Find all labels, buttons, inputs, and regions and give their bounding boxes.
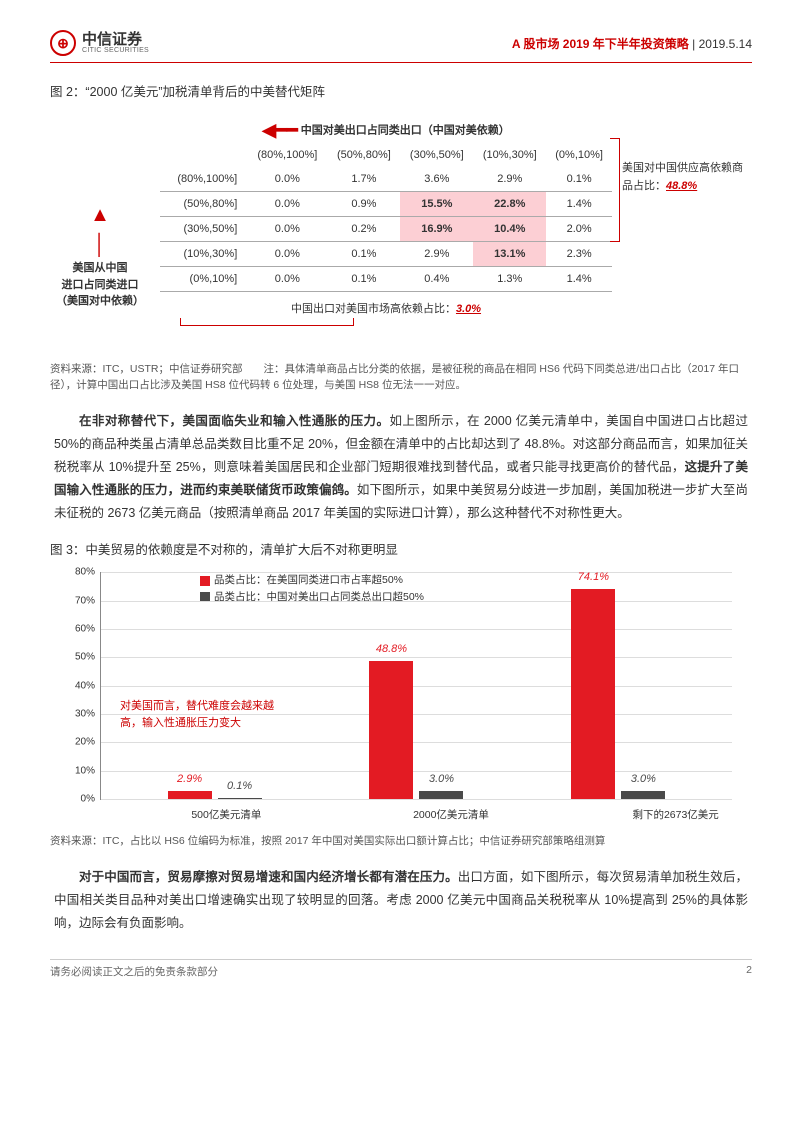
bracket-right <box>610 138 620 242</box>
fig3-source: 资料来源：ITC，占比以 HS6 位编码为标准，按照 2017 年中国对美国实际… <box>50 834 752 850</box>
footer-disclaimer: 请务必阅读正文之后的免责条款部分 <box>50 964 218 979</box>
bar-series1: 2.9% <box>168 791 212 799</box>
paragraph-1: 在非对称替代下，美国面临失业和输入性通胀的压力。如上图所示，在 2000 亿美元… <box>50 410 752 526</box>
matrix-cell: 0.0% <box>247 267 327 292</box>
matrix-cell: 0.2% <box>327 217 400 242</box>
doc-date: 2019.5.14 <box>699 37 752 51</box>
matrix-cell: 13.1% <box>473 242 546 267</box>
matrix-cell: 1.3% <box>473 267 546 292</box>
bar-series2: 3.0% <box>419 791 463 800</box>
matrix-left-label: ▲│ 美国从中国 进口占同类进口 （美国对中依赖） <box>50 200 150 310</box>
matrix-cell: 0.1% <box>546 167 612 192</box>
matrix-cell: 15.5% <box>400 192 473 217</box>
bar-series1: 74.1% <box>571 589 615 799</box>
matrix-cell: 0.1% <box>327 267 400 292</box>
x-axis-label: 2000亿美元清单 <box>353 807 550 822</box>
arrow-up-icon: ▲│ <box>50 200 150 260</box>
doc-title: A 股市场 2019 年下半年投资策略 <box>512 37 689 51</box>
matrix-cell: 16.9% <box>400 217 473 242</box>
matrix-cell: 0.0% <box>247 242 327 267</box>
matrix-cell: 0.0% <box>247 192 327 217</box>
matrix-cell: 2.0% <box>546 217 612 242</box>
fig2-source: 资料来源：ITC，USTR；中信证券研究部 注：具体清单商品占比分类的依据，是被… <box>50 362 752 394</box>
fig3-title: 图 3：中美贸易的依赖度是不对称的，清单扩大后不对称更明显 <box>50 539 752 558</box>
fig2-matrix: ◀━━ 中国对美出口占同类出口（中国对美依赖） (80%,100%](50%,8… <box>50 110 752 356</box>
chart-annotation: 对美国而言，替代难度会越来越高，输入性通胀压力变大 <box>120 698 290 731</box>
matrix-cell: 1.4% <box>546 267 612 292</box>
matrix-cell: 0.4% <box>400 267 473 292</box>
page-number: 2 <box>746 964 752 979</box>
matrix-cell: 22.8% <box>473 192 546 217</box>
matrix-right-anno: 美国对中国供应高依赖商品占比：48.8% <box>622 160 752 195</box>
matrix-cell: 2.9% <box>473 167 546 192</box>
matrix-cell: 2.3% <box>546 242 612 267</box>
logo-icon: ⊕ <box>50 30 76 56</box>
matrix-cell: 0.1% <box>327 242 400 267</box>
matrix-table: (80%,100%](50%,80%](30%,50%](10%,30%](0%… <box>160 143 612 292</box>
matrix-cell: 10.4% <box>473 217 546 242</box>
matrix-cell: 1.7% <box>327 167 400 192</box>
matrix-cell: 1.4% <box>546 192 612 217</box>
fig3-chart: 品类占比：在美国同类进口市占率超50% 品类占比：中国对美出口占同类总出口超50… <box>50 568 752 828</box>
matrix-cell: 3.6% <box>400 167 473 192</box>
logo-cn: 中信证券 <box>82 32 149 47</box>
fig2-title: 图 2：“2000 亿美元”加税清单背后的中美替代矩阵 <box>50 81 752 100</box>
bracket-bottom <box>180 318 354 326</box>
matrix-cell: 0.0% <box>247 167 327 192</box>
matrix-cell: 0.0% <box>247 217 327 242</box>
bar-series2: 3.0% <box>621 791 665 800</box>
logo-en: CITIC SECURITIES <box>82 47 149 54</box>
page-footer: 请务必阅读正文之后的免责条款部分 2 <box>50 959 752 979</box>
arrow-left-icon: ◀━━ <box>262 120 298 140</box>
page-header: ⊕ 中信证券 CITIC SECURITIES A 股市场 2019 年下半年投… <box>50 30 752 63</box>
matrix-bottom-anno: 中国出口对美国市场高依赖占比：3.0% <box>160 300 612 316</box>
bar-series1: 48.8% <box>369 661 413 799</box>
x-axis-label: 剩下的2673亿美元 <box>577 807 774 822</box>
x-axis-label: 500亿美元清单 <box>128 807 325 822</box>
chart-plot: 0%10%20%30%40%50%60%70%80%2.9%0.1%48.8%3… <box>100 572 732 800</box>
paragraph-2: 对于中国而言，贸易摩擦对贸易增速和国内经济增长都有潜在压力。出口方面，如下图所示… <box>50 866 752 935</box>
bar-series2: 0.1% <box>218 798 262 799</box>
logo: ⊕ 中信证券 CITIC SECURITIES <box>50 30 149 56</box>
header-right: A 股市场 2019 年下半年投资策略 | 2019.5.14 <box>512 35 752 52</box>
matrix-cell: 2.9% <box>400 242 473 267</box>
matrix-cell: 0.9% <box>327 192 400 217</box>
